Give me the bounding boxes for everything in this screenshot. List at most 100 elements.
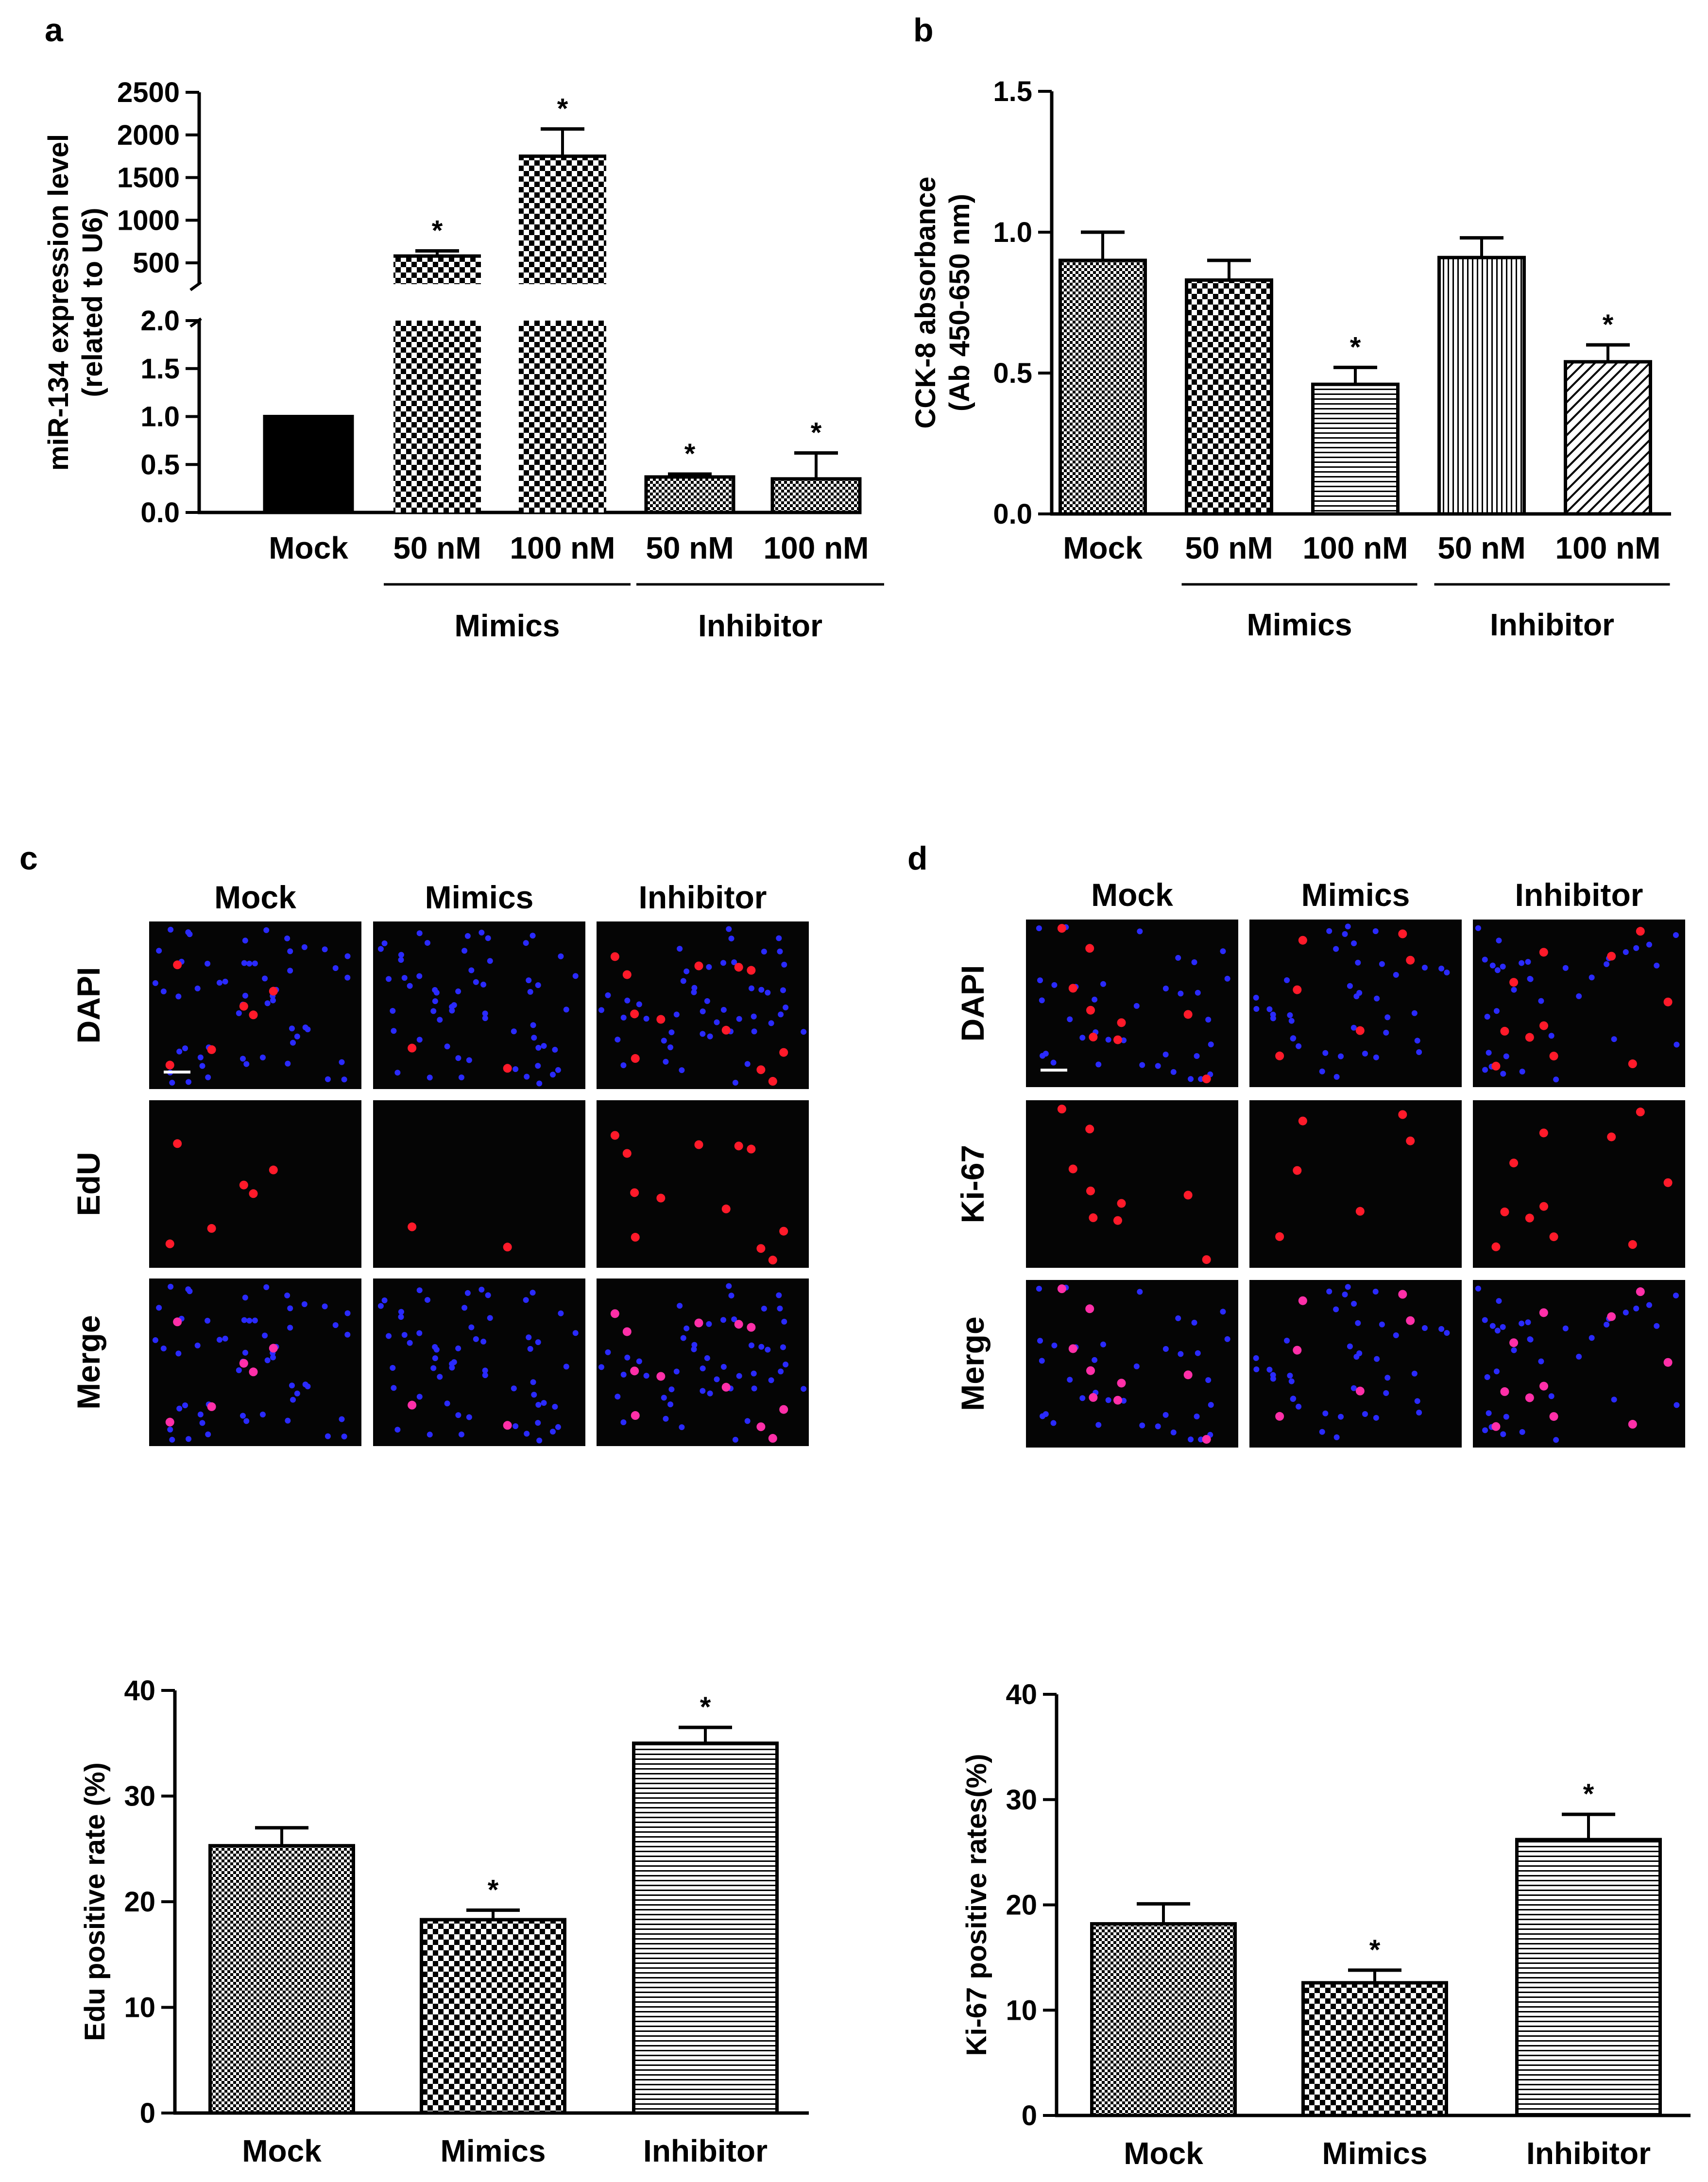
micrograph-background [373,921,585,1089]
nucleus [1253,1355,1259,1361]
nucleus [1489,1323,1496,1329]
nucleus [1438,1326,1445,1332]
y-tick-label: 1.5 [140,353,180,385]
nucleus [160,1345,167,1351]
nucleus [1379,961,1385,967]
nucleus [1519,960,1525,966]
nucleus [1379,1321,1385,1328]
nucleus [344,953,351,959]
micrograph-inhibitor-merge [1473,1280,1685,1448]
nucleus [325,1076,331,1082]
positive-cell [1068,1164,1077,1174]
positive-cell [1398,1110,1407,1119]
nucleus [720,960,727,966]
nucleus [1191,1319,1197,1326]
x-tick-label: Mock [269,530,348,565]
nucleus [1067,1016,1073,1023]
nucleus [1333,1074,1340,1080]
nucleus [1205,1017,1212,1023]
nucleus [390,1364,396,1371]
nucleus [1482,1067,1488,1073]
positive-cell [503,1421,512,1430]
panel-label-d: d [907,840,928,877]
nucleus [1326,1288,1332,1295]
positive-cell [1085,1125,1094,1134]
nucleus [536,1080,543,1087]
nucleus [1611,1036,1617,1042]
nucleus [1170,1069,1177,1075]
positive-cell [747,1144,756,1154]
nucleus [290,1040,296,1046]
positive-cell [1355,1026,1365,1035]
nucleus [243,1061,250,1067]
nucleus [1500,1071,1506,1077]
nucleus [765,1347,771,1353]
nucleus [242,992,248,999]
y-tick-label: 30 [124,1781,155,1812]
positive-cell [1275,1051,1284,1060]
nucleus [1351,1301,1357,1307]
nucleus [758,987,765,993]
nucleus [1296,1043,1302,1049]
nucleus [1039,997,1045,1004]
nucleus [1355,959,1361,966]
nucleus [1604,961,1610,967]
nucleus [285,1417,291,1424]
positive-cell [779,1405,788,1414]
nucleus [394,1427,401,1433]
nucleus [332,1322,339,1328]
positive-cell [1183,1010,1193,1019]
nucleus [731,1316,737,1322]
axis-break-mark [189,317,202,328]
x-tick-label: Mimics [441,2133,546,2168]
positive-cell [173,1317,182,1327]
micrograph-mimics-ki-67 [1249,1100,1462,1268]
positive-cell [721,1025,731,1035]
nucleus [398,1309,404,1315]
nucleus [1194,1053,1200,1059]
positive-cell [249,1367,258,1377]
positive-cell [1089,1032,1098,1041]
nucleus [444,1043,450,1050]
positive-cell [1117,1018,1126,1027]
positive-cell [408,1222,417,1231]
y-tick-label: 1500 [117,162,180,194]
nucleus [437,1017,443,1023]
positive-cell [1068,984,1077,993]
row-label: Ki-67 [955,1145,991,1223]
nucleus [246,1317,253,1324]
nucleus [416,973,423,979]
nucleus [1133,1003,1140,1009]
nucleus [555,1424,561,1430]
nucleus [1503,1053,1509,1059]
positive-cell [173,960,182,970]
positive-cell [1298,936,1307,945]
positive-cell [165,1239,174,1248]
significance-marker: * [700,1691,711,1723]
nucleus [270,1354,276,1361]
column-header: Mock [214,879,296,915]
nucleus [572,1330,579,1336]
nucleus [1319,1068,1325,1074]
nucleus [1162,1051,1169,1057]
nucleus [707,1033,713,1040]
nucleus [241,960,247,966]
nucleus [531,1035,537,1041]
nucleus [242,1349,248,1356]
nucleus [182,1402,188,1409]
nucleus [512,1423,519,1429]
nucleus [175,993,182,1000]
nucleus [381,1297,388,1304]
positive-cell [1491,1061,1501,1071]
bar-2 [1185,278,1273,516]
nucleus [485,1292,491,1298]
nucleus [1374,1356,1380,1362]
nucleus [1155,1063,1161,1069]
nucleus [449,1007,455,1014]
nucleus [1105,1037,1111,1043]
nucleus [168,926,174,933]
nucleus [1553,1437,1559,1443]
micrograph-background [1473,920,1685,1087]
positive-cell [734,1320,743,1329]
x-tick-label: 50 nM [1437,530,1525,565]
